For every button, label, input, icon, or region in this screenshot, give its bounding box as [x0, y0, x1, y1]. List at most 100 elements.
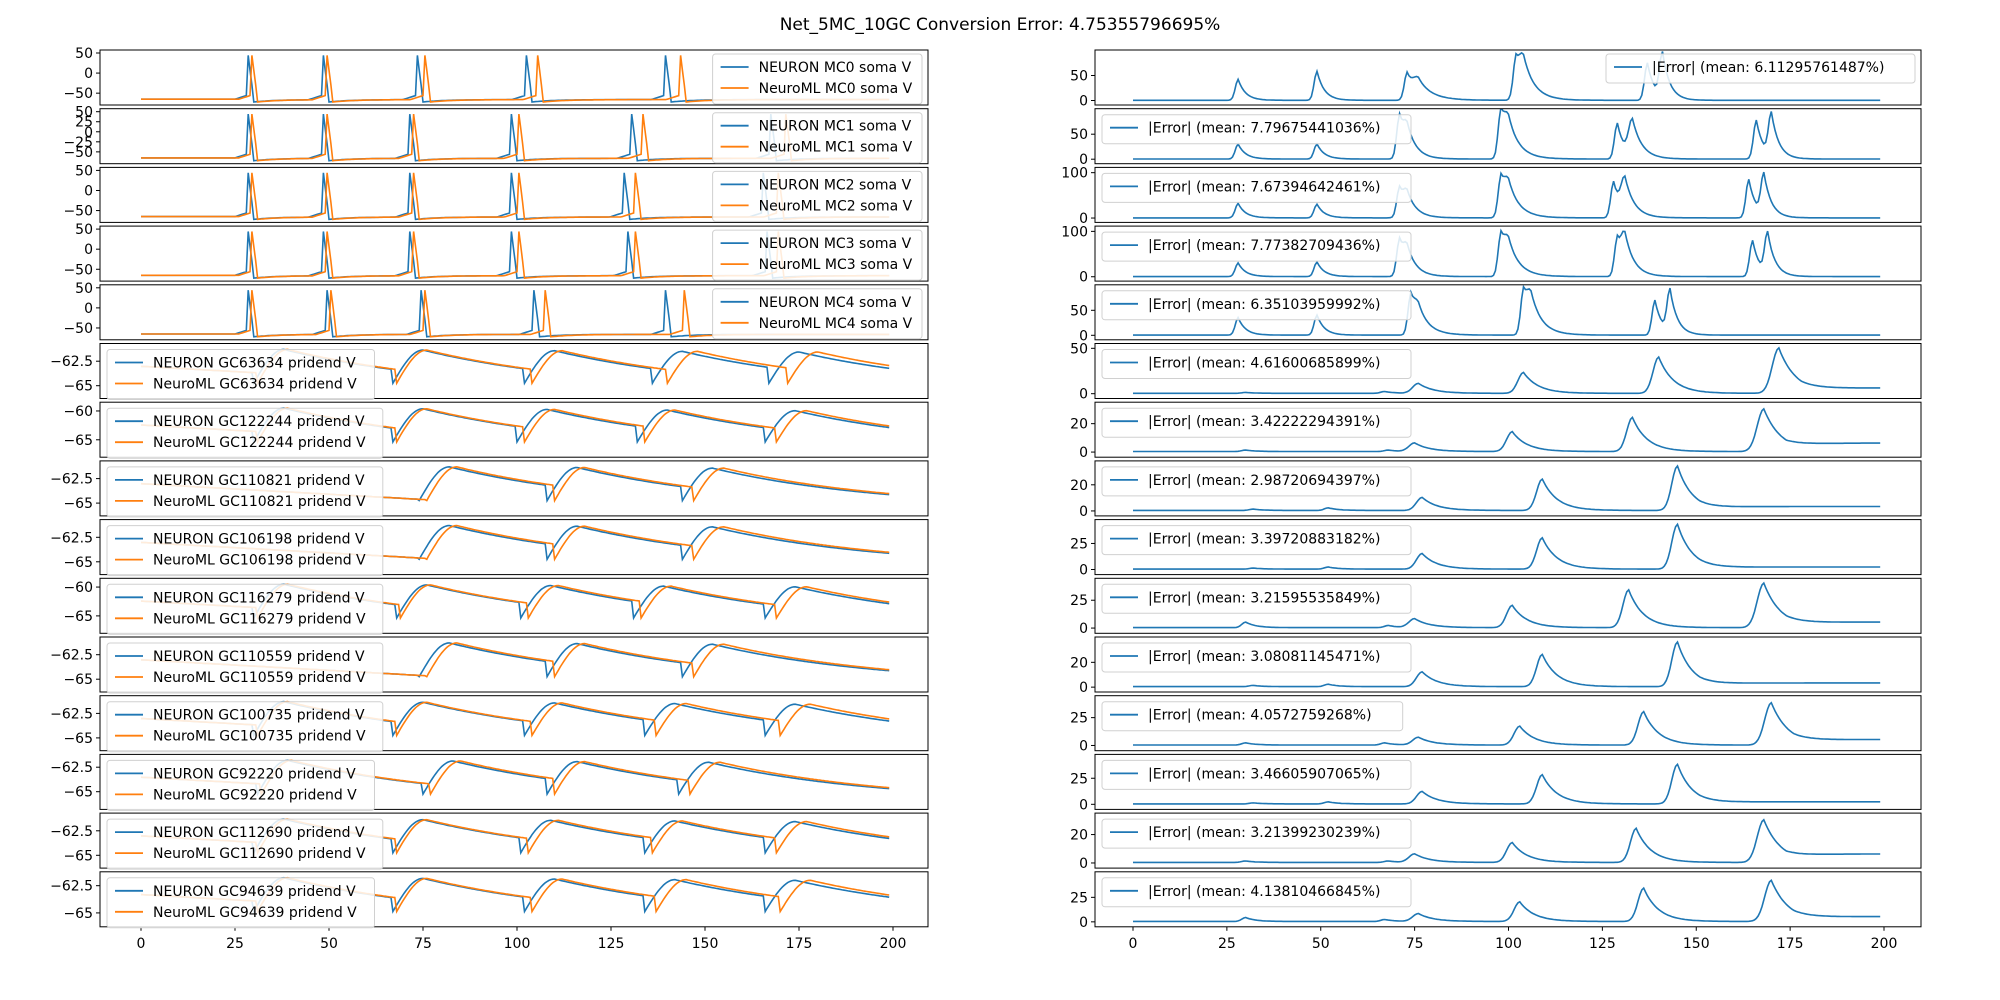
x-tick-label: 125 — [1589, 936, 1616, 952]
axes-frame — [99, 871, 929, 928]
legend-label: |Error| (mean: 4.13810466845%) — [1148, 884, 1380, 900]
subplot: 50 0 −50 NEURON MC0 soma V NeuroML MC0 soma … — [63, 46, 929, 106]
subplot: 50 0 |Error| (mean: 6.35103959992%) — [1070, 284, 1922, 344]
legend-box — [1101, 818, 1412, 849]
axes-frame — [99, 284, 929, 341]
legend: |Error| (mean: 6.35103959992%) — [1101, 290, 1412, 321]
legend: NEURON GC122244 pridend V NeuroML GC12224… — [106, 407, 384, 459]
axes-frame — [99, 401, 929, 458]
legend-label: NEURON GC110821 pridend V — [153, 473, 365, 489]
y-tick-label: 25 — [75, 115, 93, 131]
y-tick-label: 25 — [1070, 771, 1088, 787]
y-tick-label: 0 — [1079, 445, 1088, 461]
series-line — [1133, 640, 1881, 688]
y-tick-label: 100 — [1061, 224, 1088, 240]
legend: NEURON MC1 soma V NeuroML MC1 soma V — [712, 112, 923, 164]
axes-frame — [99, 166, 929, 223]
y-tick-label: −65 — [63, 609, 93, 625]
legend-label: NEURON MC2 soma V — [759, 177, 912, 193]
legend-box — [1101, 642, 1412, 673]
legend: NEURON MC0 soma V NeuroML MC0 soma V — [712, 53, 923, 105]
axes-frame — [99, 695, 929, 752]
subplot: −62.5 −65 NEURON GC110821 pridend V NeuroML… — [50, 460, 929, 518]
series-line — [1133, 284, 1881, 336]
legend-box — [106, 583, 384, 635]
subplot: 25 0 0 25 50 75 100 125 150 175 200 |Error| (mean: … — [1070, 871, 1922, 952]
axes-frame — [1094, 577, 1922, 634]
y-tick-label: −65 — [63, 555, 93, 571]
legend-label: |Error| (mean: 3.42222294391%) — [1148, 414, 1380, 430]
legend-label: NeuroML MC0 soma V — [759, 81, 913, 97]
legend-label: |Error| (mean: 4.0572759268%) — [1148, 708, 1372, 724]
y-tick-label: 50 — [75, 281, 93, 297]
legend-label: NEURON GC94639 pridend V — [153, 884, 356, 900]
y-tick-label: −50 — [63, 145, 93, 161]
y-tick-label: −65 — [63, 731, 93, 747]
legend-box — [1101, 290, 1412, 321]
legend-label: NEURON GC116279 pridend V — [153, 590, 365, 606]
y-tick-label: −50 — [63, 321, 93, 337]
legend: |Error| (mean: 4.61600685899%) — [1101, 349, 1412, 379]
legend-box — [1605, 53, 1916, 84]
x-tick-label: 50 — [1312, 936, 1330, 952]
legend-box — [106, 759, 375, 811]
axes-frame — [1094, 401, 1922, 458]
y-tick-label: 50 — [1070, 303, 1088, 319]
subplot: 50 0 −50 NEURON MC3 soma V NeuroML MC3 soma … — [63, 222, 929, 282]
legend: |Error| (mean: 2.98720694397%) — [1101, 466, 1412, 497]
y-tick-label: −65 — [63, 906, 93, 922]
x-tick-label: 100 — [504, 936, 531, 952]
legend-label: NeuroML GC112690 pridend V — [153, 846, 366, 862]
legend-box — [1101, 407, 1412, 438]
subplot: −62.5 −65 NEURON GC92220 pridend V NeuroML … — [50, 753, 929, 811]
subplot: 100 0 |Error| (mean: 7.67394642461%) — [1061, 166, 1922, 227]
x-tick-label: 150 — [1683, 936, 1710, 952]
x-tick-label: 175 — [786, 936, 813, 952]
legend-label: |Error| (mean: 3.39720883182%) — [1148, 532, 1380, 548]
x-tick-label: 100 — [1495, 936, 1522, 952]
series-line — [1133, 522, 1881, 570]
axes-frame — [1094, 108, 1922, 165]
legend-label: NeuroML GC92220 pridend V — [153, 787, 357, 803]
y-tick-label: 50 — [75, 222, 93, 238]
subplot: 50 0 |Error| (mean: 6.11295761487%) — [1070, 49, 1922, 110]
legend-label: NEURON GC63634 pridend V — [153, 356, 356, 372]
legend-label: NeuroML GC94639 pridend V — [153, 905, 357, 921]
legend-label: |Error| (mean: 3.21595535849%) — [1148, 590, 1380, 606]
subplot: 50 0 −50 NEURON MC4 soma V NeuroML MC4 soma … — [63, 281, 929, 341]
y-tick-label: 50 — [75, 163, 93, 179]
legend-box — [1101, 172, 1412, 203]
subplot: −62.5 −65 NEURON GC100735 pridend V NeuroML… — [50, 695, 929, 753]
subplot: 25 0 |Error| (mean: 3.21595535849%) — [1070, 577, 1922, 637]
y-tick-label: −50 — [63, 204, 93, 220]
subplot: 100 0 |Error| (mean: 7.77382709436%) — [1061, 224, 1922, 286]
y-tick-label: −62.5 — [50, 472, 93, 488]
subplot: −62.5 −65 0 25 50 75 100 125 150 175 200 NEURON GC9… — [50, 871, 929, 952]
legend-box — [1101, 231, 1412, 262]
subplot: 20 0 |Error| (mean: 3.08081145471%) — [1070, 636, 1922, 696]
y-tick-label: 50 — [1070, 341, 1088, 357]
y-tick-label: 0 — [84, 242, 93, 258]
y-tick-label: 0 — [1079, 328, 1088, 344]
y-tick-label: −65 — [63, 379, 93, 395]
subplot: 20 0 |Error| (mean: 3.42222294391%) — [1070, 401, 1922, 461]
legend-box — [1101, 349, 1412, 379]
series-line — [1133, 346, 1881, 395]
x-tick-label: 75 — [414, 936, 432, 952]
y-tick-label: 20 — [1070, 655, 1088, 671]
legend-label: |Error| (mean: 7.67394642461%) — [1148, 179, 1380, 195]
legend: |Error| (mean: 4.13810466845%) — [1101, 877, 1412, 908]
y-tick-label: −62.5 — [50, 706, 93, 722]
legend: |Error| (mean: 3.42222294391%) — [1101, 407, 1412, 438]
legend-box — [106, 407, 384, 459]
x-tick-label: 50 — [320, 936, 338, 952]
x-tick-label: 0 — [137, 936, 146, 952]
y-tick-label: 0 — [1079, 680, 1088, 696]
legend: NEURON GC110559 pridend V NeuroML GC11055… — [106, 642, 384, 694]
legend-box — [106, 701, 384, 753]
y-tick-label: 20 — [1070, 478, 1088, 494]
legend-label: NeuroML GC106198 pridend V — [153, 553, 366, 569]
y-tick-label: 0 — [84, 66, 93, 82]
